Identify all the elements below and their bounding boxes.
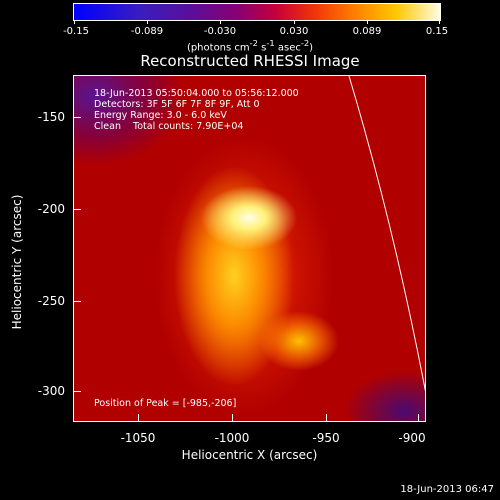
colorbar-tickmark <box>294 20 295 24</box>
colorbar-units: (photons cm-2 s-1 asec-2) <box>186 38 314 54</box>
y-axis-label: Heliocentric Y (arcsec) <box>10 194 24 330</box>
y-tickmark <box>73 117 81 118</box>
colorbar-tickmark <box>74 20 75 24</box>
x-tick-label: -1000 <box>214 431 250 445</box>
colorbar-tick-label: 0.089 <box>352 26 382 37</box>
footer-date: 18-Jun-2013 06:47 <box>400 484 494 495</box>
x-tickmark <box>138 414 139 422</box>
energy-range-text: Energy Range: 3.0 - 6.0 keV <box>94 110 227 121</box>
colorbar-tickmark <box>220 20 221 24</box>
clean-counts-text: Clean Total counts: 7.90E+04 <box>94 121 244 132</box>
x-tick-label: -900 <box>398 431 426 445</box>
x-tick-label: -1050 <box>120 431 156 445</box>
time-range-text: 18-Jun-2013 05:50:04.000 to 05:56:12.000 <box>94 88 299 99</box>
rhessi-image <box>73 75 426 422</box>
x-tickmark <box>326 414 327 422</box>
colorbar-tick-label: -0.089 <box>130 26 164 37</box>
plot-title: Reconstructed RHESSI Image <box>140 52 360 70</box>
colorbar-tickmark <box>147 20 148 24</box>
y-tick-label: -200 <box>37 202 65 216</box>
x-tickmark <box>418 414 419 422</box>
y-tickmark <box>73 391 81 392</box>
colorbar-tickmark <box>367 20 368 24</box>
colorbar-tick-label: -0.030 <box>203 26 237 37</box>
peak-position-text: Position of Peak = [-985,-206] <box>94 398 237 409</box>
x-tickmark <box>232 414 233 422</box>
colorbar-tick-label: 0.030 <box>279 26 309 37</box>
detectors-text: Detectors: 3F 5F 6F 7F 8F 9F, Att 0 <box>94 99 260 110</box>
y-tickmark <box>73 209 81 210</box>
y-tick-label: -150 <box>37 110 65 124</box>
y-tick-label: -300 <box>37 384 65 398</box>
solar-limb-curve <box>348 76 425 392</box>
x-axis-label: Heliocentric X (arcsec) <box>181 448 318 462</box>
colorbar-tickmark <box>439 20 440 24</box>
y-tick-label: -250 <box>37 294 65 308</box>
colorbar-tick-label: -0.15 <box>63 26 89 37</box>
colorbar-tick-label: 0.15 <box>425 26 449 37</box>
x-tick-label: -950 <box>312 431 340 445</box>
y-tickmark <box>73 301 81 302</box>
colorbar <box>73 3 441 21</box>
